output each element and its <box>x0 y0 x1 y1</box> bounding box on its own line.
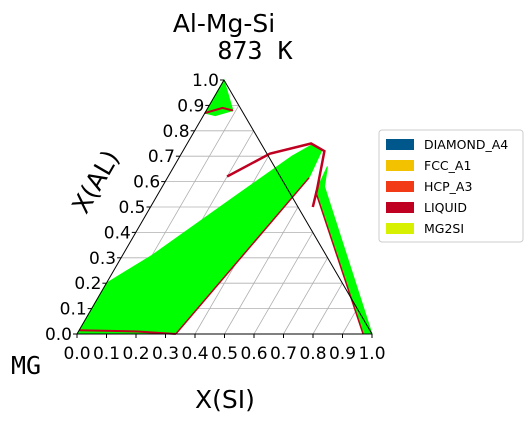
legend-label: FCC_A1 <box>424 158 471 173</box>
x-tick-label: 0.1 <box>93 344 120 364</box>
x-tick-label: 0.9 <box>329 344 356 364</box>
y-axis-label: X(AL) <box>66 145 125 218</box>
legend-swatch <box>386 202 414 213</box>
x-tick-label: 1.0 <box>358 344 385 364</box>
legend-label: DIAMOND_A4 <box>424 137 508 152</box>
phase-boundaries <box>79 106 364 335</box>
grid-line <box>224 206 299 335</box>
al-corner-boundary <box>204 106 234 114</box>
y-tick-label: 0.6 <box>133 173 160 193</box>
legend-swatch <box>386 160 414 171</box>
grid-line <box>283 257 328 335</box>
boundary-line <box>175 177 310 335</box>
y-tick-label: 0.9 <box>177 96 204 116</box>
hypotenuse-line <box>223 79 373 335</box>
corner-label-mg: MG <box>11 351 41 380</box>
y-tick-labels: 0.0 0.1 0.2 0.3 0.4 0.5 0.6 0.7 0.8 0.9 1.0 <box>45 71 224 345</box>
boundary-line <box>314 191 364 335</box>
grid-line <box>253 232 314 335</box>
x-tick-label: 0.5 <box>211 344 238 364</box>
x-tick-labels: 0.0 0.1 0.2 0.3 0.4 0.5 0.6 0.7 0.8 0.9 1.0 <box>63 334 386 364</box>
y-tick-label: 1.0 <box>192 71 219 91</box>
legend-swatch <box>386 139 414 150</box>
x-tick-label: 0.7 <box>270 344 297 364</box>
legend-swatch <box>386 223 414 234</box>
y-tick-label: 0.7 <box>148 147 175 167</box>
y-tick-label: 0.2 <box>74 274 101 294</box>
x-tick-label: 0.4 <box>181 344 208 364</box>
legend-label: HCP_A3 <box>424 179 472 194</box>
x-tick-label: 0.0 <box>63 344 90 364</box>
grid-line <box>342 308 358 335</box>
x-axis-label: X(SI) <box>195 385 255 414</box>
legend: DIAMOND_A4 FCC_A1 HCP_A3 LIQUID MG2SI <box>378 129 524 243</box>
legend-swatch <box>386 181 414 192</box>
liquidus-boundary <box>226 142 326 208</box>
legend-frame <box>378 129 524 243</box>
y-tick-label: 0.5 <box>118 198 145 218</box>
y-tick-label: 0.3 <box>89 249 116 269</box>
legend-label: MG2SI <box>424 221 464 236</box>
y-tick-label: 0.0 <box>45 325 72 345</box>
grid-line <box>312 282 343 335</box>
x-tick-label: 0.8 <box>299 344 326 364</box>
y-tick-label: 0.8 <box>163 122 190 142</box>
legend-label: LIQUID <box>424 200 467 215</box>
y-tick-label: 0.4 <box>104 223 131 243</box>
x-tick-label: 0.2 <box>122 344 149 364</box>
x-tick-label: 0.6 <box>240 344 267 364</box>
chart-title: Al-Mg-Si <box>173 9 275 38</box>
chart-subtitle: 873 K <box>217 36 292 65</box>
y-tick-label: 0.1 <box>60 300 87 320</box>
x-tick-label: 0.3 <box>152 344 179 364</box>
boundary-line <box>79 329 176 335</box>
